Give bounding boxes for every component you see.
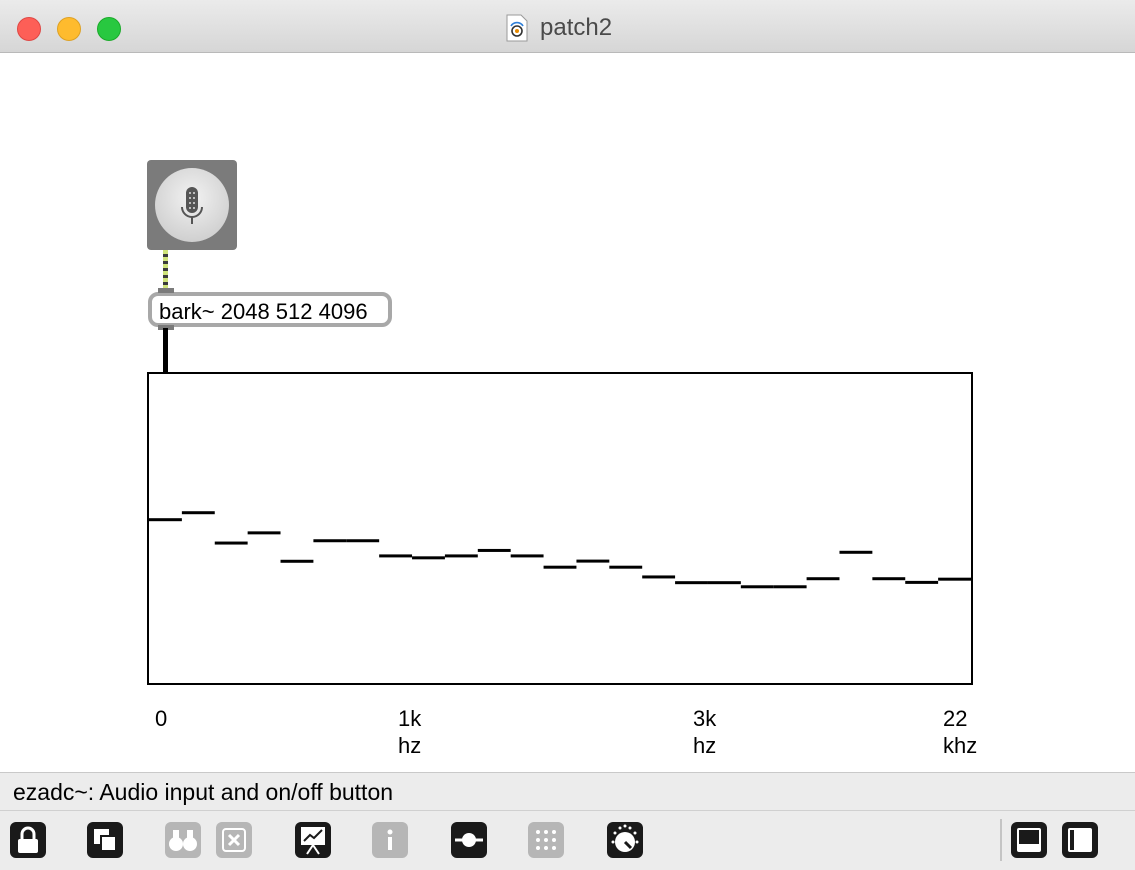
axis-label-22khz: 22 khz	[943, 705, 977, 759]
ezadc-knob	[155, 168, 229, 242]
spectrum-bar	[576, 559, 610, 563]
close-x-icon	[222, 828, 246, 852]
info-icon	[387, 829, 393, 850]
spectrum-bar	[806, 577, 840, 581]
toggle-sidebar-button[interactable]	[1062, 822, 1098, 858]
axis-label-unit: khz	[943, 733, 978, 758]
axis-label-1k: 1k hz	[398, 705, 421, 759]
toggle-bottom-panel-button[interactable]	[1011, 822, 1047, 858]
grid-button[interactable]	[528, 822, 564, 858]
new-window-icon	[94, 829, 117, 852]
binoculars-icon	[169, 830, 197, 851]
object-text: bark~ 2048 512 4096	[159, 299, 368, 324]
document-icon	[506, 14, 528, 42]
spectrum-bar	[149, 518, 182, 522]
grid-icon	[536, 830, 556, 850]
spectrum-bar	[740, 585, 774, 589]
window-title: patch2	[540, 14, 613, 41]
object-inlet[interactable]	[158, 288, 174, 293]
object-outlet[interactable]	[158, 325, 174, 330]
sidebar-icon	[1068, 828, 1092, 852]
bark-spectrum-display[interactable]	[147, 372, 973, 685]
spectrum-bar	[905, 580, 939, 584]
spectrum-bar	[872, 577, 906, 581]
dial-icon	[611, 824, 639, 852]
spectrum-bar	[313, 539, 347, 543]
bottom-panel-icon	[1017, 828, 1041, 852]
delete-button[interactable]	[216, 822, 252, 858]
axis-label-value: 0	[155, 706, 168, 731]
microphone-icon	[181, 187, 203, 224]
bark-object[interactable]: bark~ 2048 512 4096	[148, 292, 392, 327]
status-bar: ezadc~: Audio input and on/off button	[0, 772, 1135, 811]
new-window-button[interactable]	[87, 822, 123, 858]
axis-label-value: 22	[943, 706, 968, 731]
spectrum-bar	[444, 554, 478, 558]
control-patchcord[interactable]	[163, 328, 168, 373]
spectrum-bar	[346, 539, 380, 543]
title-bar[interactable]: patch2	[0, 0, 1135, 53]
spectrum-bar	[379, 554, 413, 558]
zoom-window-button[interactable]	[97, 17, 121, 41]
spectrum-bar	[214, 541, 248, 545]
spectrum-bar	[510, 554, 544, 558]
spectrum-bar	[247, 531, 281, 535]
axis-label-unit: hz	[693, 733, 717, 758]
spectrum-bar	[280, 559, 314, 563]
spectrum-bar	[181, 511, 215, 515]
find-button[interactable]	[165, 822, 201, 858]
spectrum-bar	[839, 550, 873, 554]
presentation-button[interactable]	[295, 822, 331, 858]
inspector-button[interactable]	[372, 822, 408, 858]
ezadc-button[interactable]	[147, 160, 237, 250]
minimize-window-button[interactable]	[57, 17, 81, 41]
spectrum-bar	[412, 556, 445, 560]
spectrum-bar	[477, 548, 511, 552]
lock-button[interactable]	[10, 822, 46, 858]
close-window-button[interactable]	[17, 17, 41, 41]
axis-label-value: 1k	[398, 706, 422, 731]
spectrum-bar	[707, 581, 741, 585]
spectrum-bar	[675, 581, 708, 585]
spectrum-bars	[149, 511, 971, 589]
toolbar-separator	[1000, 819, 1002, 861]
patchcord-icon	[455, 833, 483, 847]
presentation-icon	[301, 827, 325, 855]
bottom-toolbar	[0, 810, 1135, 870]
axis-label-unit: hz	[398, 733, 422, 758]
spectrum-bar	[609, 565, 643, 569]
audio-dsp-button[interactable]	[607, 822, 643, 858]
patchcord-button[interactable]	[451, 822, 487, 858]
spectrum-bar	[642, 575, 676, 579]
spectrum-bar	[938, 577, 971, 581]
axis-label-0: 0	[155, 705, 167, 732]
spectrum-bar	[773, 585, 807, 589]
status-text: ezadc~: Audio input and on/off button	[13, 779, 394, 805]
axis-label-3k: 3k hz	[693, 705, 716, 759]
lock-icon	[18, 826, 38, 853]
signal-patchcord[interactable]	[163, 250, 168, 292]
axis-label-value: 3k	[693, 706, 717, 731]
spectrum-bar	[543, 565, 577, 569]
